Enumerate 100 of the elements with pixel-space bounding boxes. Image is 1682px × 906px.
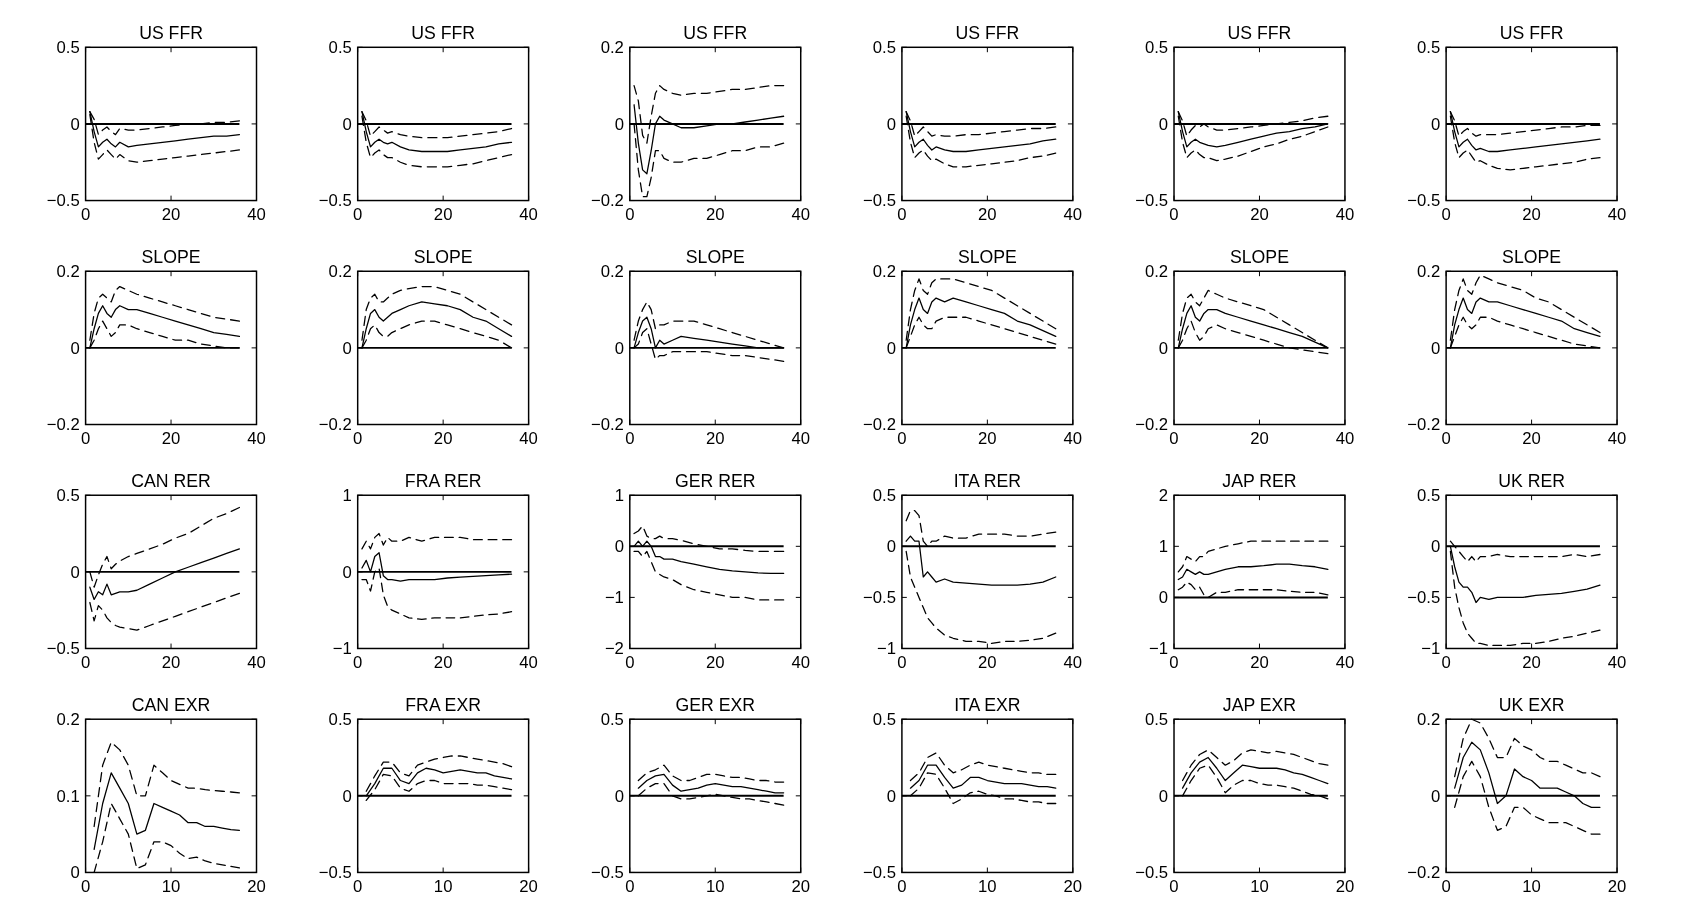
x-tick-label: 20 bbox=[433, 653, 453, 673]
chart-title: SLOPE bbox=[957, 247, 1018, 268]
x-tick-label: 10 bbox=[705, 877, 725, 897]
y-tick-label: −0.2 bbox=[46, 415, 80, 435]
x-tick-label: 20 bbox=[433, 429, 453, 449]
x-tick-label: 40 bbox=[1335, 429, 1355, 449]
y-tick-label: 0 bbox=[614, 537, 624, 557]
x-tick-label: 20 bbox=[978, 653, 997, 673]
chart-title: US FFR bbox=[683, 23, 748, 44]
y-tick-label: 0 bbox=[342, 786, 352, 806]
y-tick-label: 0 bbox=[70, 114, 80, 134]
y-tick-label: −0.2 bbox=[1135, 415, 1169, 435]
y-tick-label: 0.1 bbox=[56, 786, 80, 806]
x-tick-label: 40 bbox=[1335, 653, 1355, 673]
x-tick-label: 40 bbox=[1607, 429, 1627, 449]
y-tick-label: 0.2 bbox=[56, 262, 80, 282]
y-tick-label: −0.5 bbox=[1135, 191, 1169, 211]
y-tick-label: −0.5 bbox=[318, 863, 352, 883]
chart-title: GER RER bbox=[674, 471, 756, 492]
chart-title: SLOPE bbox=[413, 247, 473, 268]
y-tick-label: −0.2 bbox=[590, 415, 624, 435]
y-tick-label: 0.2 bbox=[1417, 710, 1441, 730]
y-tick-label: −0.5 bbox=[46, 639, 80, 659]
y-tick-label: −0.5 bbox=[1407, 588, 1441, 608]
y-tick-label: −0.5 bbox=[590, 863, 624, 883]
chart-title: US FFR bbox=[1227, 23, 1292, 44]
x-tick-label: 40 bbox=[1063, 653, 1083, 673]
x-tick-label: 40 bbox=[247, 653, 266, 673]
chart-title: ITA EXR bbox=[954, 695, 1021, 716]
chart-title: SLOPE bbox=[1502, 247, 1562, 268]
y-tick-label: 0.5 bbox=[56, 486, 80, 506]
y-tick-label: 0.2 bbox=[1144, 262, 1169, 282]
y-tick-label: 0 bbox=[342, 114, 352, 134]
x-tick-label: 20 bbox=[1522, 429, 1541, 449]
y-tick-label: −0.5 bbox=[863, 588, 897, 608]
chart-title: US FFR bbox=[955, 23, 1020, 44]
y-tick-label: −0.5 bbox=[863, 191, 897, 211]
y-tick-label: 0.2 bbox=[56, 710, 80, 730]
chart-title: FRA EXR bbox=[405, 695, 481, 716]
x-tick-label: 40 bbox=[791, 653, 811, 673]
y-tick-label: −1 bbox=[332, 639, 352, 659]
chart-title: FRA RER bbox=[404, 471, 482, 492]
y-tick-label: 0.5 bbox=[600, 710, 624, 730]
x-tick-label: 20 bbox=[1250, 653, 1269, 673]
x-tick-label: 20 bbox=[978, 429, 997, 449]
y-tick-label: 0 bbox=[614, 114, 624, 134]
y-tick-label: −0.5 bbox=[863, 863, 897, 883]
x-tick-label: 20 bbox=[1607, 877, 1627, 897]
y-tick-label: 0 bbox=[1158, 588, 1169, 608]
x-tick-label: 40 bbox=[1335, 205, 1355, 225]
chart-title: US FFR bbox=[411, 23, 476, 44]
y-tick-label: 2 bbox=[1158, 486, 1169, 506]
y-tick-label: 0 bbox=[1158, 114, 1169, 134]
chart-title: UK RER bbox=[1498, 471, 1565, 492]
y-tick-label: 0 bbox=[342, 338, 352, 358]
y-tick-label: 0.5 bbox=[872, 486, 897, 506]
y-tick-label: 0 bbox=[886, 786, 897, 806]
y-tick-label: 0.2 bbox=[600, 262, 624, 282]
y-tick-label: −0.2 bbox=[1407, 415, 1441, 435]
y-tick-label: 0.2 bbox=[872, 262, 897, 282]
y-tick-label: 0 bbox=[1430, 114, 1441, 134]
x-tick-label: 20 bbox=[1522, 205, 1541, 225]
chart-title: US FFR bbox=[1499, 23, 1564, 44]
y-tick-label: 0 bbox=[70, 338, 80, 358]
y-tick-label: 0 bbox=[1430, 537, 1441, 557]
x-tick-label: 10 bbox=[1250, 877, 1269, 897]
y-tick-label: 1 bbox=[342, 486, 352, 506]
x-tick-label: 40 bbox=[791, 205, 811, 225]
x-tick-label: 10 bbox=[161, 877, 181, 897]
x-tick-label: 20 bbox=[433, 205, 453, 225]
y-tick-label: 0.5 bbox=[1144, 710, 1169, 730]
y-tick-label: 0 bbox=[886, 114, 897, 134]
y-tick-label: −0.5 bbox=[46, 191, 80, 211]
x-tick-label: 40 bbox=[1063, 205, 1083, 225]
y-tick-label: −0.5 bbox=[1407, 191, 1441, 211]
x-tick-label: 20 bbox=[1250, 205, 1269, 225]
y-tick-label: 0 bbox=[1430, 786, 1441, 806]
x-tick-label: 20 bbox=[161, 653, 181, 673]
y-tick-label: 0.5 bbox=[328, 710, 352, 730]
y-tick-label: 0.2 bbox=[328, 262, 352, 282]
x-tick-label: 40 bbox=[519, 205, 538, 225]
y-tick-label: 0.5 bbox=[872, 38, 897, 58]
y-tick-label: −1 bbox=[604, 588, 624, 608]
y-tick-label: 0 bbox=[1158, 786, 1169, 806]
x-tick-label: 40 bbox=[247, 205, 266, 225]
y-tick-label: 0.5 bbox=[1144, 38, 1169, 58]
y-tick-label: −2 bbox=[604, 639, 624, 659]
x-tick-label: 40 bbox=[1607, 205, 1627, 225]
y-tick-label: 0.2 bbox=[1417, 262, 1441, 282]
x-tick-label: 40 bbox=[1063, 429, 1083, 449]
x-tick-label: 20 bbox=[705, 205, 725, 225]
x-tick-label: 40 bbox=[519, 653, 538, 673]
y-tick-label: −0.5 bbox=[318, 191, 352, 211]
chart-title: CAN RER bbox=[131, 471, 211, 492]
y-tick-label: 0 bbox=[886, 338, 897, 358]
y-tick-label: 0.5 bbox=[872, 710, 897, 730]
x-tick-label: 40 bbox=[1607, 653, 1627, 673]
x-tick-label: 20 bbox=[1250, 429, 1269, 449]
x-tick-label: 20 bbox=[978, 205, 997, 225]
x-tick-label: 20 bbox=[161, 205, 181, 225]
